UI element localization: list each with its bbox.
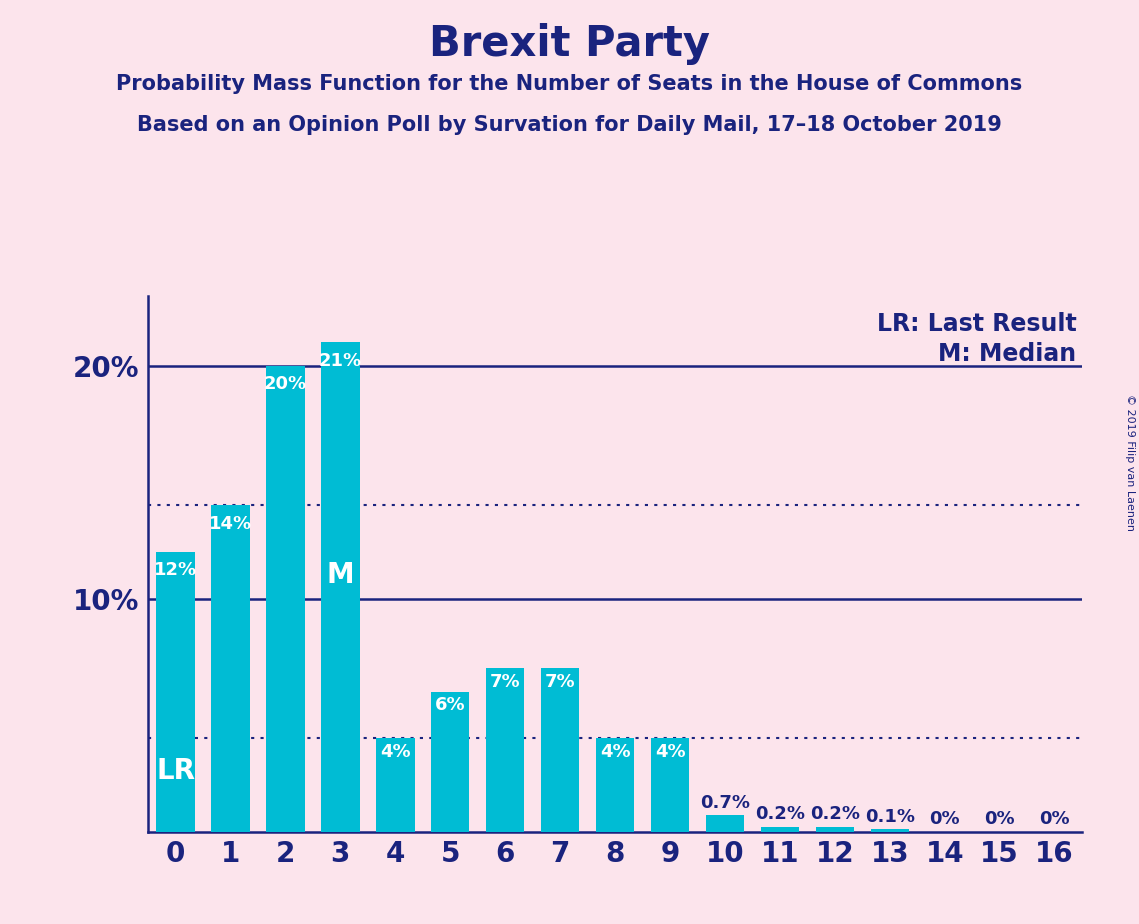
Bar [321, 342, 360, 832]
Bar [761, 827, 800, 832]
Text: 0%: 0% [984, 810, 1015, 828]
Text: M: Median: M: Median [939, 342, 1076, 366]
Bar [431, 692, 469, 832]
Text: LR: LR [156, 757, 195, 785]
Text: 14%: 14% [208, 515, 252, 533]
Bar [267, 366, 304, 832]
Bar [486, 668, 524, 832]
Text: Brexit Party: Brexit Party [429, 23, 710, 65]
Bar [596, 738, 634, 832]
Bar [870, 829, 909, 832]
Text: 21%: 21% [319, 352, 362, 370]
Text: 0%: 0% [929, 810, 960, 828]
Text: 6%: 6% [435, 697, 466, 714]
Text: 4%: 4% [380, 743, 411, 761]
Text: 0.7%: 0.7% [700, 794, 749, 812]
Text: 4%: 4% [655, 743, 686, 761]
Text: 7%: 7% [490, 674, 521, 691]
Bar [816, 827, 854, 832]
Bar [706, 815, 744, 832]
Bar [541, 668, 580, 832]
Text: 0.2%: 0.2% [755, 806, 805, 823]
Text: 7%: 7% [544, 674, 575, 691]
Bar [376, 738, 415, 832]
Text: LR: Last Result: LR: Last Result [877, 312, 1076, 336]
Text: 0%: 0% [1039, 810, 1070, 828]
Text: © 2019 Filip van Laenen: © 2019 Filip van Laenen [1125, 394, 1134, 530]
Text: 20%: 20% [264, 375, 308, 393]
Bar [211, 505, 249, 832]
Text: M: M [327, 561, 354, 590]
Text: 0.1%: 0.1% [865, 808, 915, 826]
Bar [156, 552, 195, 832]
Text: 4%: 4% [600, 743, 630, 761]
Text: Based on an Opinion Poll by Survation for Daily Mail, 17–18 October 2019: Based on an Opinion Poll by Survation fo… [137, 115, 1002, 135]
Text: Probability Mass Function for the Number of Seats in the House of Commons: Probability Mass Function for the Number… [116, 74, 1023, 94]
Text: 12%: 12% [154, 561, 197, 579]
Bar [650, 738, 689, 832]
Text: 0.2%: 0.2% [810, 806, 860, 823]
